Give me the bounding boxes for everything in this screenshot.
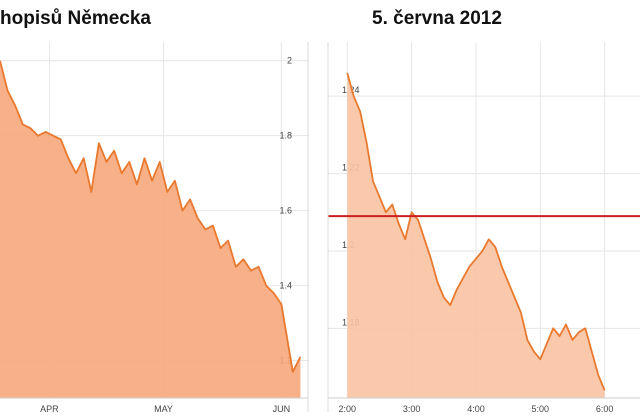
series-area <box>347 73 605 398</box>
right-chart-title: 5. června 2012 <box>372 8 502 29</box>
x-tick-label: 4:00 <box>467 404 485 414</box>
series-line <box>0 60 302 373</box>
x-tick-label: 5:00 <box>532 404 550 414</box>
x-tick-label: 2:00 <box>339 404 357 414</box>
y-tick-label: 1.4 <box>279 281 292 291</box>
x-tick-label: APR <box>40 404 59 414</box>
x-tick-label: 3:00 <box>403 404 421 414</box>
series-line <box>346 72 606 391</box>
x-tick-label: JUN <box>273 404 291 414</box>
y-tick-label: 1.8 <box>279 131 292 141</box>
x-tick-label: 6:00 <box>596 404 614 414</box>
y-tick-label: 2 <box>287 56 292 66</box>
y-tick-label: 1.6 <box>279 206 292 216</box>
x-tick-label: MAY <box>154 404 173 414</box>
left-chart-title: hopisů Německa <box>0 8 151 29</box>
series-area <box>0 60 301 398</box>
